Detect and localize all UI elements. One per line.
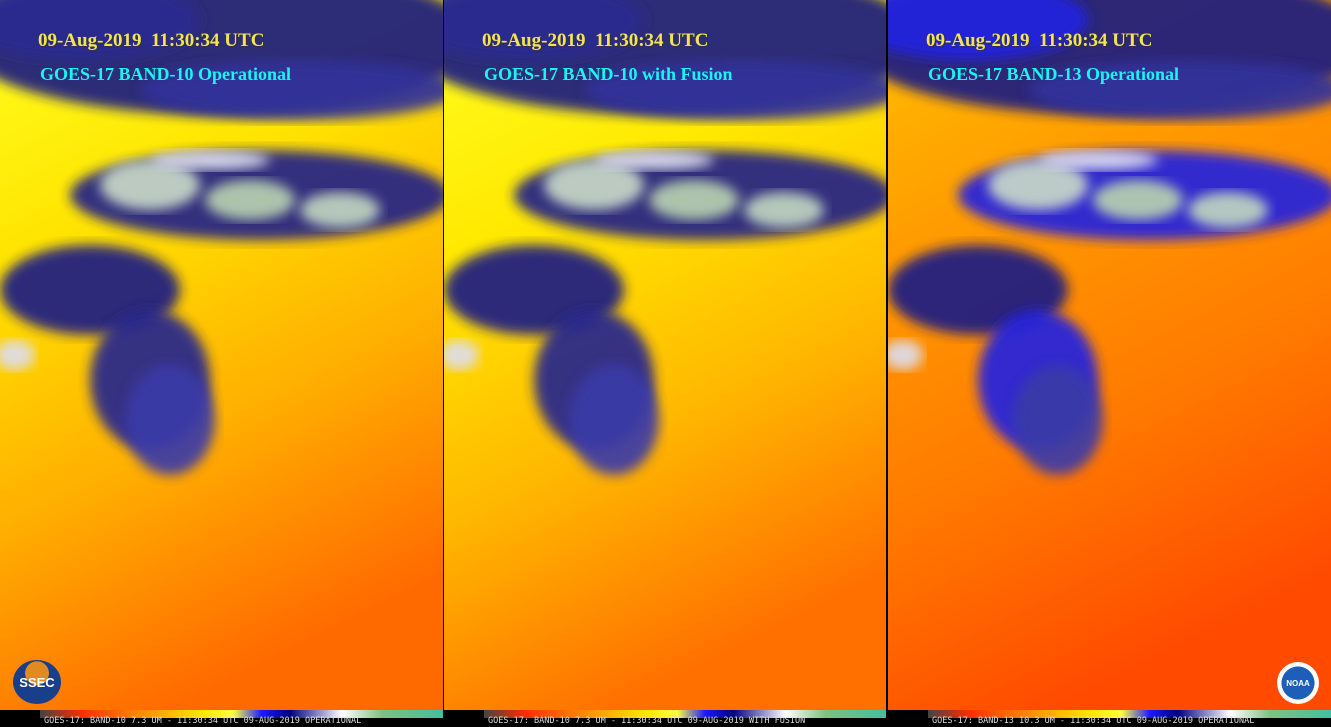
cloud <box>125 365 215 475</box>
cloud <box>205 180 295 220</box>
cloud <box>569 365 659 475</box>
cloud <box>1013 365 1103 475</box>
image-layer <box>444 0 886 727</box>
color-bar <box>40 710 443 718</box>
cloud <box>1188 192 1268 228</box>
satellite-image <box>444 0 886 727</box>
cloud <box>988 160 1088 210</box>
cloud <box>1028 60 1331 120</box>
cloud <box>888 0 1088 60</box>
cloud <box>444 340 479 370</box>
satellite-image <box>0 0 443 727</box>
image-panel: 09-Aug-2019 11:30:34 UTC GOES-17 BAND-10… <box>0 0 443 727</box>
band-label: GOES-17 BAND-10 Operational <box>40 64 292 84</box>
color-bar <box>484 710 886 718</box>
footer: GOES-17: BAND-10 7.3 UM - 11:30:34 UTC 0… <box>0 710 443 727</box>
footer-text: GOES-17: BAND-10 7.3 UM - 11:30:34 UTC 0… <box>488 716 806 726</box>
cloud <box>584 60 886 120</box>
ssec-logo: SSEC <box>13 660 61 704</box>
cloud <box>888 340 923 370</box>
cloud <box>0 340 35 370</box>
cloud <box>544 160 644 210</box>
cloud <box>594 150 714 170</box>
footer: GOES-17: BAND-13 10.3 UM - 11:30:34 UTC … <box>888 710 1331 727</box>
color-bar <box>928 710 1331 718</box>
cloud <box>0 0 200 60</box>
band-label: GOES-17 BAND-10 with Fusion <box>484 64 733 84</box>
image-layer <box>0 0 443 727</box>
timestamp: 09-Aug-2019 11:30:34 UTC <box>38 30 265 51</box>
cloud <box>1093 180 1183 220</box>
cloud <box>649 180 739 220</box>
cloud <box>300 192 380 228</box>
satellite-image <box>888 0 1331 727</box>
cloud <box>140 60 443 120</box>
cloud <box>100 160 200 210</box>
cloud <box>444 0 644 60</box>
noaa-logo: NOAA <box>1277 662 1319 704</box>
cloud <box>1038 150 1158 170</box>
image-layer <box>888 0 1331 727</box>
footer-text: GOES-17: BAND-13 10.3 UM - 11:30:34 UTC … <box>932 716 1255 726</box>
cloud <box>150 150 270 170</box>
image-panel: 09-Aug-2019 11:30:34 UTC GOES-17 BAND-10… <box>444 0 886 727</box>
image-panel: 09-Aug-2019 11:30:34 UTC GOES-17 BAND-13… <box>888 0 1331 727</box>
cloud <box>744 192 824 228</box>
timestamp: 09-Aug-2019 11:30:34 UTC <box>926 30 1153 51</box>
band-label: GOES-17 BAND-13 Operational <box>928 64 1180 84</box>
footer-text: GOES-17: BAND-10 7.3 UM - 11:30:34 UTC 0… <box>44 716 362 726</box>
footer: GOES-17: BAND-10 7.3 UM - 11:30:34 UTC 0… <box>444 710 886 727</box>
timestamp: 09-Aug-2019 11:30:34 UTC <box>482 30 709 51</box>
